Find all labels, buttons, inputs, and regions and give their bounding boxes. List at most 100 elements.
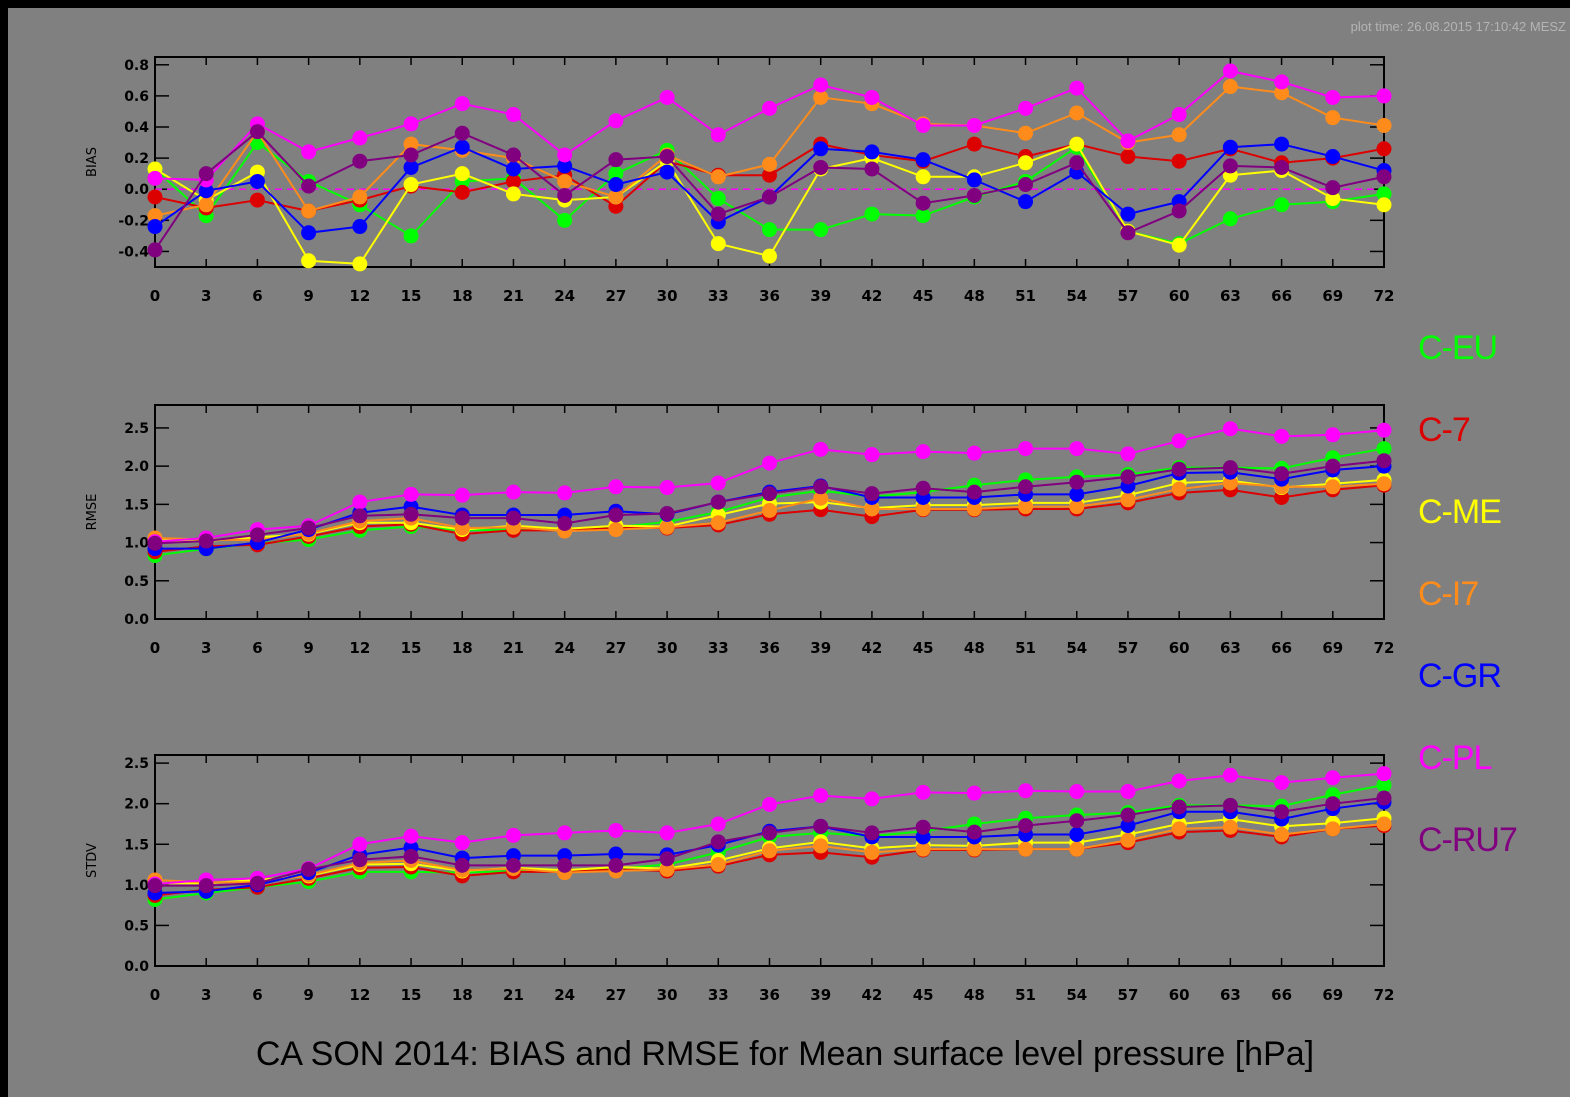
point-c-pl bbox=[1171, 773, 1187, 789]
point-c-ru7 bbox=[505, 857, 521, 873]
point-c-ru7 bbox=[915, 480, 931, 496]
y-tick-label: 0.5 bbox=[124, 918, 149, 934]
point-c-ru7 bbox=[864, 161, 880, 177]
point-c-gr bbox=[966, 172, 982, 188]
point-c-pl bbox=[1018, 441, 1034, 457]
x-tick-label: 24 bbox=[554, 639, 575, 657]
point-c-pl bbox=[557, 147, 573, 163]
x-tick-label: 66 bbox=[1271, 639, 1292, 657]
point-c-pl bbox=[1274, 74, 1290, 90]
point-c-me bbox=[454, 166, 470, 182]
point-c-i7 bbox=[557, 173, 573, 189]
x-tick-label: 24 bbox=[554, 986, 575, 1004]
point-c-eu bbox=[864, 206, 880, 222]
point-c-gr bbox=[198, 183, 214, 199]
point-c-i7 bbox=[915, 501, 931, 517]
point-c-pl bbox=[659, 480, 675, 496]
point-c-ru7 bbox=[454, 857, 470, 873]
point-c-ru7 bbox=[1018, 177, 1034, 193]
point-c-ru7 bbox=[608, 857, 624, 873]
point-c-ru7 bbox=[301, 520, 317, 536]
x-tick-label: 51 bbox=[1015, 986, 1036, 1004]
point-c-me bbox=[1171, 237, 1187, 253]
x-tick-label: 45 bbox=[913, 287, 934, 305]
point-c-eu bbox=[557, 212, 573, 228]
x-tick-label: 48 bbox=[964, 639, 985, 657]
point-c-pl bbox=[1069, 784, 1085, 800]
x-tick-label: 57 bbox=[1118, 287, 1139, 305]
point-c-eu bbox=[1376, 441, 1392, 457]
figure-background bbox=[8, 8, 1570, 1097]
y-tick-label: 0.8 bbox=[124, 58, 149, 74]
point-c-ru7 bbox=[1018, 818, 1034, 834]
point-c-ru7 bbox=[608, 152, 624, 168]
x-tick-label: 27 bbox=[605, 639, 626, 657]
point-c-eu bbox=[403, 228, 419, 244]
x-tick-label: 42 bbox=[861, 287, 882, 305]
point-c-pl bbox=[1325, 770, 1341, 786]
legend-item-c-gr: C-GR bbox=[1418, 657, 1502, 695]
point-c-ru7 bbox=[608, 507, 624, 523]
x-tick-label: 27 bbox=[605, 986, 626, 1004]
point-c-pl bbox=[762, 100, 777, 116]
point-c-ru7 bbox=[249, 875, 265, 891]
x-tick-label: 63 bbox=[1220, 287, 1241, 305]
point-c-ru7 bbox=[1171, 203, 1187, 219]
point-c-ru7 bbox=[1120, 469, 1136, 485]
x-tick-label: 33 bbox=[708, 639, 729, 657]
point-c-i7 bbox=[1274, 85, 1290, 101]
point-c-ru7 bbox=[762, 486, 777, 502]
point-c-pl bbox=[505, 107, 521, 123]
point-c-i7 bbox=[1376, 117, 1392, 133]
x-tick-label: 45 bbox=[913, 639, 934, 657]
x-tick-label: 15 bbox=[401, 639, 422, 657]
point-c-me bbox=[710, 236, 726, 252]
x-tick-label: 39 bbox=[810, 287, 831, 305]
y-tick-label: 2.0 bbox=[124, 459, 149, 475]
point-c-ru7 bbox=[454, 510, 470, 526]
x-tick-label: 72 bbox=[1374, 639, 1395, 657]
point-c-i7 bbox=[710, 515, 726, 531]
y-tick-label: 1.0 bbox=[124, 878, 149, 894]
point-c-ru7 bbox=[301, 178, 317, 194]
point-c-ru7 bbox=[1222, 460, 1238, 476]
x-tick-label: 12 bbox=[349, 986, 370, 1004]
legend-item-c-ru7: C-RU7 bbox=[1418, 821, 1518, 859]
point-c-pl bbox=[1222, 421, 1238, 437]
point-c-i7 bbox=[1274, 827, 1290, 843]
point-c-ru7 bbox=[659, 149, 675, 165]
x-tick-label: 6 bbox=[252, 287, 262, 305]
point-c-i7 bbox=[710, 857, 726, 873]
x-tick-label: 21 bbox=[503, 639, 524, 657]
x-tick-label: 18 bbox=[452, 986, 473, 1004]
point-c-i7 bbox=[1018, 125, 1034, 141]
point-c-i7 bbox=[352, 189, 368, 205]
point-c-i7 bbox=[1222, 475, 1238, 491]
x-tick-label: 48 bbox=[964, 986, 985, 1004]
y-tick-label: 1.0 bbox=[124, 536, 149, 552]
x-tick-label: 72 bbox=[1374, 986, 1395, 1004]
point-c-pl bbox=[1069, 441, 1085, 457]
x-tick-label: 66 bbox=[1271, 287, 1292, 305]
point-c-ru7 bbox=[1120, 807, 1136, 823]
point-c-7 bbox=[1120, 149, 1136, 165]
point-c-pl bbox=[659, 89, 675, 105]
point-c-ru7 bbox=[147, 242, 163, 258]
point-c-ru7 bbox=[352, 153, 368, 169]
point-c-ru7 bbox=[1069, 155, 1085, 171]
plot-time: plot time: 26.08.2015 17:10:42 MESZ bbox=[1350, 19, 1566, 34]
point-c-ru7 bbox=[352, 852, 368, 868]
x-tick-label: 3 bbox=[201, 986, 211, 1004]
point-c-pl bbox=[1325, 89, 1341, 105]
y-tick-label: -0.2 bbox=[118, 213, 149, 229]
point-c-gr bbox=[557, 158, 573, 174]
y-tick-label: 1.5 bbox=[124, 497, 149, 513]
point-c-pl bbox=[1325, 427, 1341, 443]
legend-item-c-me: C-ME bbox=[1418, 493, 1502, 531]
x-tick-label: 69 bbox=[1322, 287, 1343, 305]
point-c-pl bbox=[966, 785, 982, 801]
x-tick-label: 69 bbox=[1322, 986, 1343, 1004]
x-tick-label: 63 bbox=[1220, 639, 1241, 657]
point-c-gr bbox=[659, 164, 675, 180]
x-tick-label: 54 bbox=[1066, 986, 1087, 1004]
